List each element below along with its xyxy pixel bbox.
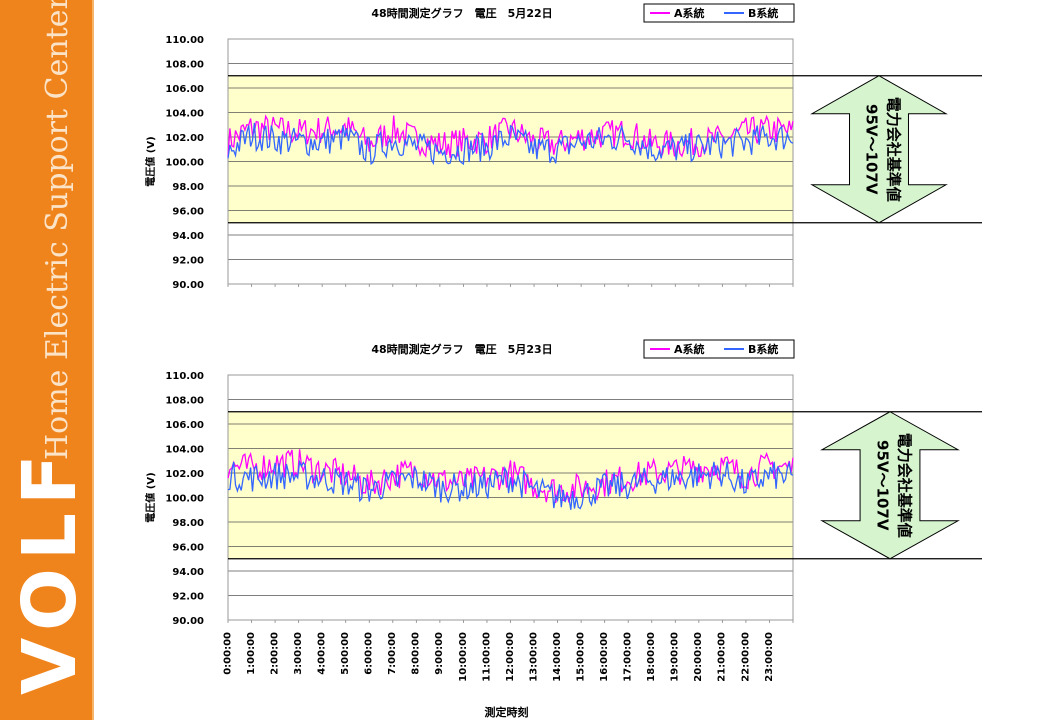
standard-range-label: 95V～107V bbox=[863, 104, 881, 195]
legend-label-1: B系統 bbox=[748, 6, 778, 20]
y-tick-label: 96.00 bbox=[172, 543, 204, 554]
legend-label-0: A系統 bbox=[674, 6, 705, 20]
x-axis-label: 測定時刻 bbox=[485, 705, 529, 719]
x-tick-label: 21:00:00 bbox=[717, 632, 728, 682]
standard-note-label: 電力会社基準値 bbox=[896, 433, 914, 538]
x-tick-label: 3:00:00 bbox=[293, 632, 304, 675]
y-tick-label: 110.00 bbox=[165, 371, 204, 382]
y-tick-label: 100.00 bbox=[165, 158, 204, 169]
y-tick-label: 90.00 bbox=[172, 280, 204, 291]
sidebar-edge bbox=[92, 0, 94, 720]
legend-box bbox=[643, 3, 795, 23]
x-tick-label: 12:00:00 bbox=[505, 632, 516, 682]
y-tick-label: 108.00 bbox=[165, 60, 204, 71]
x-tick-label: 9:00:00 bbox=[434, 632, 445, 675]
x-tick-label: 20:00:00 bbox=[693, 632, 704, 682]
standard-range-label: 95V～107V bbox=[874, 440, 892, 531]
series-line-1 bbox=[227, 122, 794, 166]
x-tick-label: 13:00:00 bbox=[528, 632, 539, 682]
x-tick-label: 4:00:00 bbox=[317, 632, 328, 675]
y-tick-label: 104.00 bbox=[165, 109, 204, 120]
x-tick-label: 15:00:00 bbox=[575, 632, 586, 682]
y-tick-label: 98.00 bbox=[172, 182, 204, 193]
x-tick-label: 16:00:00 bbox=[599, 632, 610, 682]
chart-title: 48時間測定グラフ 電圧 5月22日 bbox=[371, 6, 552, 20]
sidebar-background bbox=[0, 0, 92, 720]
y-tick-label: 108.00 bbox=[165, 396, 204, 407]
x-tick-label: 2:00:00 bbox=[269, 632, 280, 675]
x-tick-label: 23:00:00 bbox=[764, 632, 775, 682]
brand-sidebar: Home Electric Support Center VOLF bbox=[0, 0, 94, 720]
standard-note-label: 電力会社基準値 bbox=[885, 97, 903, 202]
standard-range-arrow bbox=[810, 75, 948, 224]
y-tick-label: 90.00 bbox=[172, 616, 204, 627]
x-tick-label: 1:00:00 bbox=[246, 632, 257, 675]
standard-range-arrow bbox=[820, 411, 960, 560]
y-tick-label: 96.00 bbox=[172, 207, 204, 218]
reference-band bbox=[228, 75, 793, 223]
x-tick-label: 6:00:00 bbox=[364, 632, 375, 675]
y-tick-label: 98.00 bbox=[172, 518, 204, 529]
y-axis-label: 電圧値 (V) bbox=[144, 136, 157, 186]
series-line-0 bbox=[227, 114, 794, 160]
y-tick-label: 110.00 bbox=[165, 35, 204, 46]
x-tick-label: 11:00:00 bbox=[481, 632, 492, 682]
x-tick-label: 7:00:00 bbox=[387, 632, 398, 675]
y-tick-label: 106.00 bbox=[165, 420, 204, 431]
y-tick-label: 100.00 bbox=[165, 494, 204, 505]
y-axis-label: 電圧値 (V) bbox=[144, 472, 157, 522]
y-tick-label: 92.00 bbox=[172, 256, 204, 267]
legend-box bbox=[643, 339, 795, 359]
legend-label-0: A系統 bbox=[674, 342, 705, 356]
x-tick-label: 8:00:00 bbox=[411, 632, 422, 675]
y-tick-label: 92.00 bbox=[172, 592, 204, 603]
series-line-1 bbox=[227, 459, 794, 510]
x-tick-label: 22:00:00 bbox=[740, 632, 751, 682]
x-tick-label: 0:00:00 bbox=[222, 632, 233, 675]
chart-title: 48時間測定グラフ 電圧 5月23日 bbox=[371, 342, 552, 356]
x-tick-label: 10:00:00 bbox=[458, 632, 469, 682]
y-tick-label: 102.00 bbox=[165, 133, 204, 144]
y-tick-label: 102.00 bbox=[165, 469, 204, 480]
legend-label-1: B系統 bbox=[748, 342, 778, 356]
x-tick-label: 18:00:00 bbox=[646, 632, 657, 682]
reference-band bbox=[228, 411, 793, 559]
y-tick-label: 104.00 bbox=[165, 445, 204, 456]
y-tick-label: 94.00 bbox=[172, 567, 204, 578]
x-tick-label: 14:00:00 bbox=[552, 632, 563, 682]
y-tick-label: 106.00 bbox=[165, 84, 204, 95]
x-tick-label: 5:00:00 bbox=[340, 632, 351, 675]
x-tick-label: 17:00:00 bbox=[623, 632, 634, 682]
x-tick-label: 19:00:00 bbox=[670, 632, 681, 682]
y-tick-label: 94.00 bbox=[172, 231, 204, 242]
